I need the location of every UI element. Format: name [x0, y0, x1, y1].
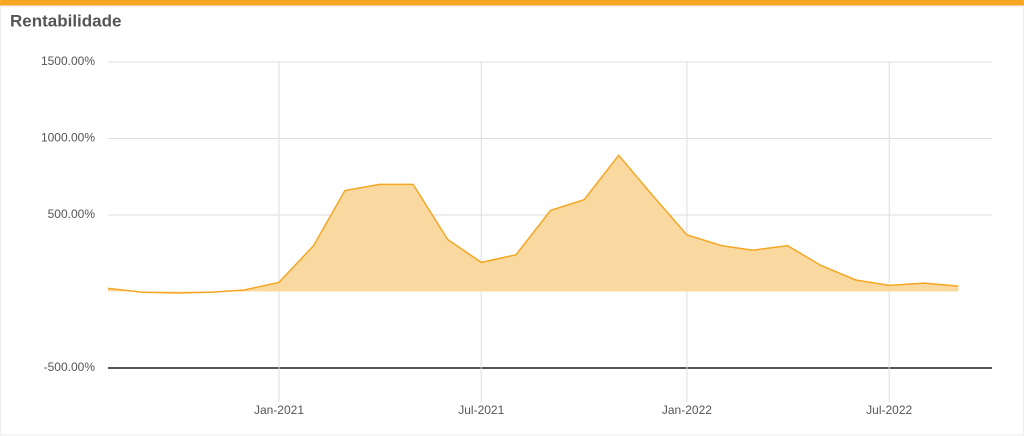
y-tick-label: 1000.00%	[41, 131, 95, 145]
x-tick-label: Jan-2022	[662, 403, 712, 417]
y-tick-label: -500.00%	[44, 360, 96, 374]
x-tick-label: Jul-2021	[458, 403, 504, 417]
area-fill	[108, 155, 959, 293]
y-tick-label: 500.00%	[48, 207, 96, 221]
top-bar	[0, 0, 1024, 6]
area-line	[107, 154, 959, 294]
panel	[0, 5, 1024, 436]
x-tick-label: Jan-2021	[254, 403, 304, 417]
x-tick-label: Jul-2022	[866, 403, 912, 417]
chart-title: Rentabilidade	[10, 11, 121, 30]
y-tick-label: 1500.00%	[41, 54, 95, 68]
